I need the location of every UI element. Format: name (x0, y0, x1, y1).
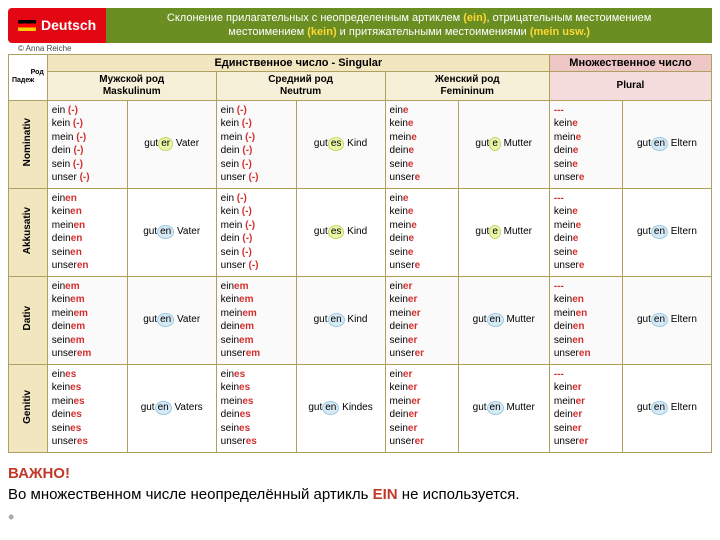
row-dat: Dativeinemkeinemmeinemdeinemseinemunsere… (9, 276, 712, 364)
forms-dat-n: einemkeinemmeinemdeinemseinemunserem (216, 276, 296, 364)
ex-dat-m: guten Vater (127, 276, 216, 364)
ex-nom-n: gutes Kind (296, 100, 385, 188)
forms-gen-n: eineskeinesmeinesdeinesseinesunseres (216, 364, 296, 452)
forms-gen-m: eineskeinesmeinesdeinesseinesunseres (47, 364, 127, 452)
ex-gen-m: guten Vaters (127, 364, 216, 452)
hdr-singular: Единственное число - Singular (47, 54, 549, 71)
ex-gen-p: guten Eltern (622, 364, 711, 452)
note-block: ВАЖНО! Во множественном числе неопределё… (8, 463, 712, 530)
title-bar: Склонение прилагательных с неопределенны… (106, 8, 712, 43)
forms-gen-p: ---keinermeinerdeinerseinerunserer (549, 364, 622, 452)
bullet-dot: • (8, 505, 712, 530)
forms-nom-n: ein (-)kein (-)mein (-)dein (-)sein (-)u… (216, 100, 296, 188)
ex-nom-m: guter Vater (127, 100, 216, 188)
corner: Род Падеж (9, 54, 48, 100)
hdr-plural2: Plural (549, 71, 711, 100)
forms-gen-f: einerkeinermeinerdeinerseinerunserer (385, 364, 458, 452)
t4: и притяжательными местоимениями (337, 26, 530, 38)
ex-gen-f: guten Mutter (458, 364, 549, 452)
note-text2: не используется. (398, 486, 520, 503)
ex-nom-p: guten Eltern (622, 100, 711, 188)
row-nom: Nominativein (-)kein (-)mein (-)dein (-)… (9, 100, 712, 188)
forms-akk-n: ein (-)kein (-)mein (-)dein (-)sein (-)u… (216, 188, 296, 276)
forms-dat-m: einemkeinemmeinemdeinemseinemunserem (47, 276, 127, 364)
credit: © Anna Reiche (8, 43, 712, 54)
declension-table: Род Падеж Единственное число - Singular … (8, 54, 712, 453)
hdr-plural: Множественное число (549, 54, 711, 71)
hdr-neut: Средний родNeutrum (216, 71, 385, 100)
brand: Deutsch (41, 17, 96, 33)
ex-akk-n: gutes Kind (296, 188, 385, 276)
forms-akk-f: einekeinemeinedeineseineunsere (385, 188, 458, 276)
t1: Склонение прилагательных с неопределенны… (167, 12, 463, 24)
forms-akk-p: ---keinemeinedeineseineunsere (549, 188, 622, 276)
t-mein: (mein usw.) (530, 26, 590, 38)
banner: Deutsch Склонение прилагательных с неопр… (8, 8, 712, 43)
forms-dat-p: ---keinenmeinendeinenseinenunseren (549, 276, 622, 364)
row-gen: Genitiveineskeinesmeinesdeinesseinesunse… (9, 364, 712, 452)
ex-dat-p: guten Eltern (622, 276, 711, 364)
t3: местоимением (228, 26, 307, 38)
lbl-rod: Род (12, 69, 44, 77)
forms-nom-m: ein (-)kein (-)mein (-)dein (-)sein (-)u… (47, 100, 127, 188)
note-important: ВАЖНО! (8, 465, 70, 482)
ex-akk-f: gute Mutter (458, 188, 549, 276)
logo: Deutsch (8, 8, 106, 43)
row-akk: Akkusativeinenkeinenmeinendeinenseinenun… (9, 188, 712, 276)
ex-akk-p: guten Eltern (622, 188, 711, 276)
note-text1: Во множественном числе неопределённый ар… (8, 486, 373, 503)
header-row-1: Род Падеж Единственное число - Singular … (9, 54, 712, 71)
case-dat: Dativ (9, 276, 48, 364)
forms-nom-f: einekeinemeinedeineseineunsere (385, 100, 458, 188)
forms-akk-m: einenkeinenmeinendeinenseinenunseren (47, 188, 127, 276)
forms-dat-f: einerkeinermeinerdeinerseinerunserer (385, 276, 458, 364)
case-akk: Akkusativ (9, 188, 48, 276)
t-ein: (ein) (463, 12, 486, 24)
ex-gen-n: guten Kindes (296, 364, 385, 452)
hdr-mask: Мужской родMaskulinum (47, 71, 216, 100)
ex-akk-m: guten Vater (127, 188, 216, 276)
t2: , отрицательным местоимением (487, 12, 652, 24)
note-ein: EIN (373, 486, 398, 503)
header-row-2: Мужской родMaskulinum Средний родNeutrum… (9, 71, 712, 100)
case-gen: Genitiv (9, 364, 48, 452)
forms-nom-p: ---keinemeinedeineseineunsere (549, 100, 622, 188)
lbl-padezh: Падеж (12, 77, 44, 85)
ex-dat-f: guten Mutter (458, 276, 549, 364)
t-kein: (kein) (307, 26, 336, 38)
flag-icon (18, 20, 36, 31)
case-nom: Nominativ (9, 100, 48, 188)
ex-dat-n: guten Kind (296, 276, 385, 364)
hdr-fem: Женский родFemininum (385, 71, 549, 100)
ex-nom-f: gute Mutter (458, 100, 549, 188)
